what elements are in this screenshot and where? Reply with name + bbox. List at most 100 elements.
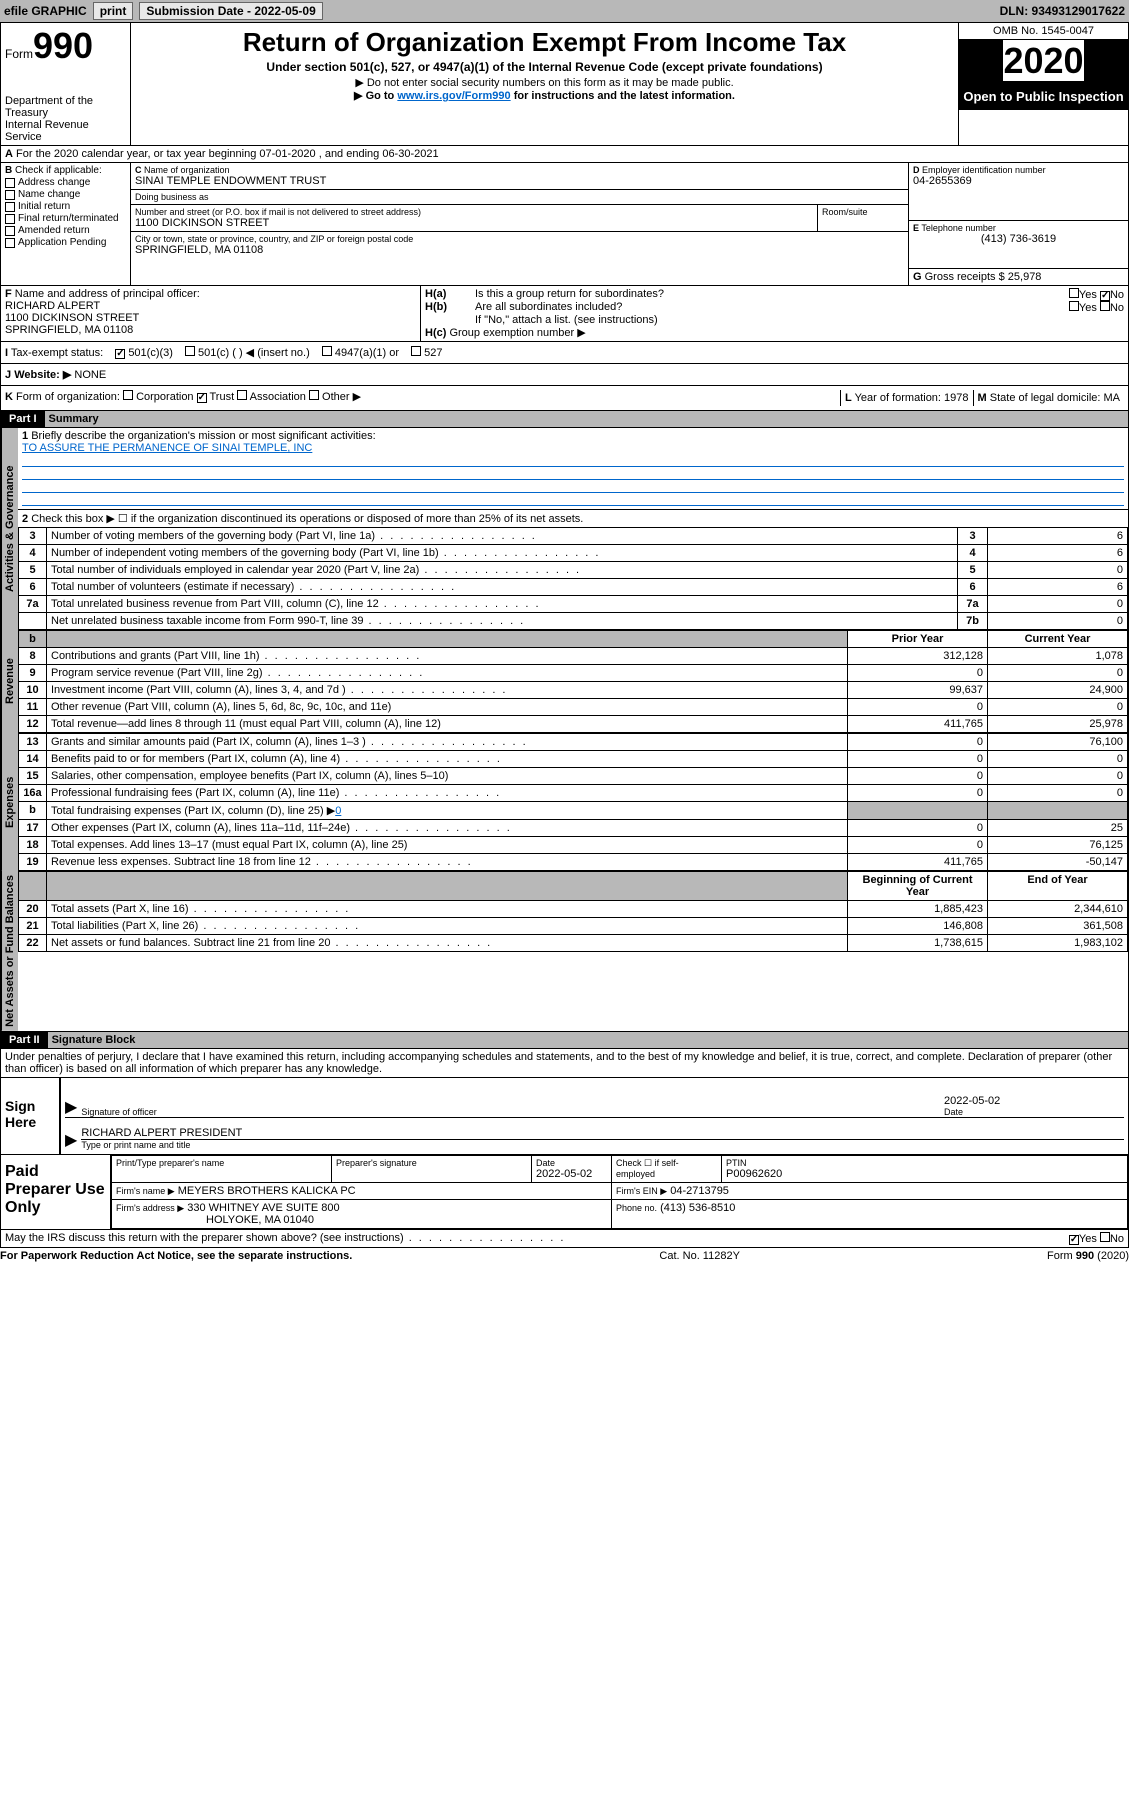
chk-initial-return[interactable] (5, 202, 15, 212)
q1-label: Briefly describe the organization's miss… (31, 430, 375, 442)
dba-label: Doing business as (135, 192, 904, 202)
website-label: Website: ▶ (14, 369, 71, 381)
paid-preparer-label: Paid Preparer Use Only (1, 1155, 111, 1229)
chk-501c3[interactable] (115, 349, 125, 359)
discuss-row: May the IRS discuss this return with the… (0, 1230, 1129, 1248)
gross-receipts-label: Gross receipts $ (925, 271, 1005, 283)
klm-row: K Form of organization: Corporation Trus… (0, 386, 1129, 411)
ein: 04-2655369 (913, 175, 1124, 187)
year-formation-label: Year of formation: (855, 392, 941, 404)
city-label: City or town, state or province, country… (135, 234, 904, 244)
chk-other[interactable] (309, 390, 319, 400)
chk-final-return[interactable] (5, 214, 15, 224)
typed-name: RICHARD ALPERT PRESIDENT (81, 1127, 1124, 1139)
sig-date-label: Date (944, 1107, 1124, 1117)
phone: (413) 736-3619 (913, 233, 1124, 245)
chk-501c[interactable] (185, 346, 195, 356)
form-label: Form (5, 47, 33, 61)
hc-label: Group exemption number ▶ (449, 327, 585, 339)
irs-link[interactable]: www.irs.gov/Form990 (397, 90, 510, 102)
chk-discuss-no[interactable] (1100, 1232, 1110, 1242)
vlabel-activities: Activities & Governance (1, 428, 18, 630)
submission-date: Submission Date - 2022-05-09 (139, 2, 322, 20)
ha-question: Is this a group return for subordinates? (475, 288, 1069, 301)
chk-address-change[interactable] (5, 178, 15, 188)
cat-no: Cat. No. 11282Y (659, 1250, 740, 1262)
addr: 1100 DICKINSON STREET (135, 217, 813, 229)
chk-assoc[interactable] (237, 390, 247, 400)
part1-header: Part I (1, 411, 45, 427)
chk-hb-no[interactable] (1100, 301, 1110, 311)
typed-label: Type or print name and title (81, 1139, 1124, 1150)
tax-exempt-label: Tax-exempt status: (11, 347, 103, 359)
chk-ha-no[interactable] (1100, 291, 1110, 301)
summary-table-exp: 13Grants and similar amounts paid (Part … (18, 733, 1128, 871)
chk-discuss-yes[interactable] (1069, 1235, 1079, 1245)
officer-name: RICHARD ALPERT (5, 300, 416, 312)
section-fh: F Name and address of principal officer:… (0, 286, 1129, 342)
chk-amended[interactable] (5, 226, 15, 236)
sig-date: 2022-05-02 (944, 1095, 1124, 1107)
omb-number: OMB No. 1545-0047 (959, 23, 1128, 40)
chk-4947[interactable] (322, 346, 332, 356)
summary-table-na: Beginning of Current YearEnd of Year 20T… (18, 871, 1128, 952)
paid-preparer-block: Paid Preparer Use Only Print/Type prepar… (0, 1155, 1129, 1230)
goto-pre: ▶ Go to (354, 90, 397, 102)
chk-name-change[interactable] (5, 190, 15, 200)
form-title: Return of Organization Exempt From Incom… (135, 27, 954, 58)
q2: Check this box ▶ ☐ if the organization d… (31, 513, 583, 525)
vlabel-revenue: Revenue (1, 630, 18, 733)
chk-ha-yes[interactable] (1069, 288, 1079, 298)
arrow-icon: ▶ (65, 1097, 77, 1117)
sign-here-block: Sign Here ▶ Signature of officer 2022-05… (0, 1078, 1129, 1155)
form-org-label: Form of organization: (16, 391, 120, 403)
form-990-label: Form 990 (2020) (1047, 1250, 1129, 1262)
h-note: If "No," attach a list. (see instruction… (425, 314, 1124, 326)
efile-label: efile GRAPHIC (4, 4, 87, 18)
page-footer: For Paperwork Reduction Act Notice, see … (0, 1248, 1129, 1264)
state-label: State of legal domicile: (990, 392, 1101, 404)
print-button[interactable]: print (93, 2, 134, 20)
section-abcdefg: B Check if applicable: Address change Na… (0, 163, 1129, 286)
city: SPRINGFIELD, MA 01108 (135, 244, 904, 256)
topbar: efile GRAPHIC print Submission Date - 20… (0, 0, 1129, 22)
check-if-applicable: Check if applicable: (15, 165, 102, 176)
addr-label: Number and street (or P.O. box if mail i… (135, 207, 813, 217)
vlabel-netassets: Net Assets or Fund Balances (1, 871, 18, 1031)
pra-notice: For Paperwork Reduction Act Notice, see … (0, 1250, 352, 1262)
officer-city: SPRINGFIELD, MA 01108 (5, 324, 416, 336)
chk-hb-yes[interactable] (1069, 301, 1079, 311)
open-to-public: Open to Public Inspection (959, 83, 1128, 110)
officer-label: Name and address of principal officer: (15, 288, 200, 300)
tax-year: 2020 (959, 40, 1128, 83)
state: MA (1104, 392, 1121, 404)
org-name-label: Name of organization (144, 165, 230, 175)
subtitle-1: Under section 501(c), 527, or 4947(a)(1)… (135, 60, 954, 74)
room-label: Room/suite (822, 207, 904, 217)
chk-corp[interactable] (123, 390, 133, 400)
subtitle-2: ▶ Do not enter social security numbers o… (135, 76, 954, 89)
chk-527[interactable] (411, 346, 421, 356)
chk-application-pending[interactable] (5, 238, 15, 248)
preparer-table: Print/Type preparer's name Preparer's si… (111, 1155, 1128, 1229)
irs-label: Internal Revenue Service (5, 119, 126, 143)
gross-receipts: 25,978 (1008, 271, 1042, 283)
declaration: Under penalties of perjury, I declare th… (0, 1049, 1129, 1078)
sign-here-label: Sign Here (1, 1078, 61, 1154)
q1-value: TO ASSURE THE PERMANENCE OF SINAI TEMPLE… (22, 442, 312, 454)
part2-header: Part II (1, 1032, 48, 1048)
vlabel-expenses: Expenses (1, 733, 18, 871)
chk-trust[interactable] (197, 393, 207, 403)
arrow-icon: ▶ (65, 1130, 77, 1150)
goto-post: for instructions and the latest informat… (511, 90, 735, 102)
line-a: A For the 2020 calendar year, or tax yea… (0, 146, 1129, 163)
summary-table-ag: 3Number of voting members of the governi… (18, 527, 1128, 630)
form-number: 990 (33, 25, 93, 66)
summary-table-rev: bPrior YearCurrent Year 8Contributions a… (18, 630, 1128, 733)
part1-title: Summary (45, 411, 1128, 427)
phone-label: Telephone number (921, 223, 996, 233)
ein-label: Employer identification number (922, 165, 1046, 175)
hb-question: Are all subordinates included? (475, 301, 1069, 314)
year-formation: 1978 (944, 392, 968, 404)
sig-officer-label: Signature of officer (81, 1107, 944, 1117)
